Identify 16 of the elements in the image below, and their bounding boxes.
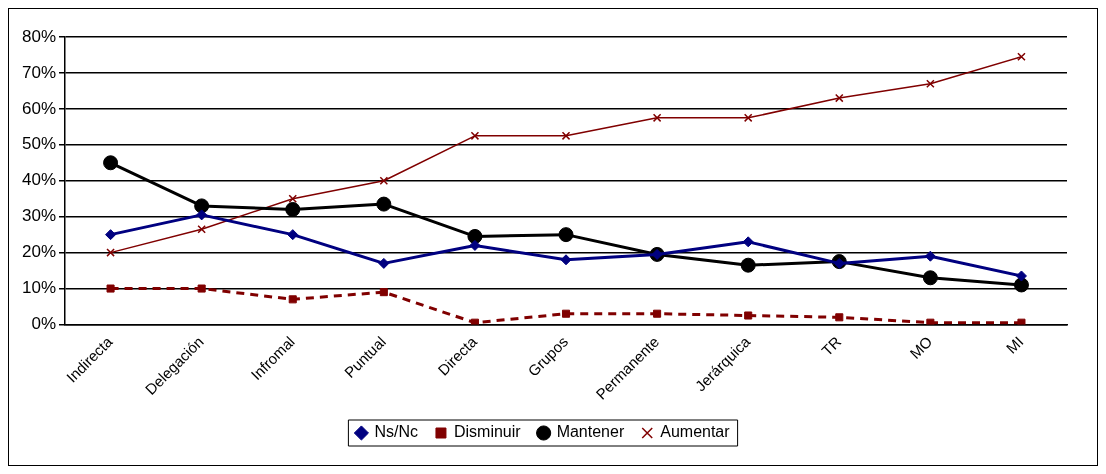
y-tick-label: 80%	[21, 26, 57, 46]
x-tick-label: MI	[1002, 332, 1027, 357]
y-tick-label: 50%	[21, 134, 57, 154]
y-tick-label: 40%	[21, 170, 57, 190]
y-tick-label: 20%	[21, 242, 57, 262]
legend-label: Disminuir	[453, 423, 522, 441]
x-tick-label: TR	[818, 332, 845, 360]
y-tick-label: 60%	[21, 98, 57, 118]
legend-label: Ns/Nc	[374, 423, 418, 441]
y-tick-label: 70%	[21, 62, 57, 82]
legend-label: Mantener	[556, 423, 625, 441]
y-tick-label: 30%	[21, 206, 57, 226]
y-tick-label: 0%	[31, 314, 57, 334]
legend-label: Aumentar	[660, 423, 731, 441]
x-tick-label: MO	[906, 332, 936, 362]
y-tick-label: 10%	[21, 278, 57, 298]
